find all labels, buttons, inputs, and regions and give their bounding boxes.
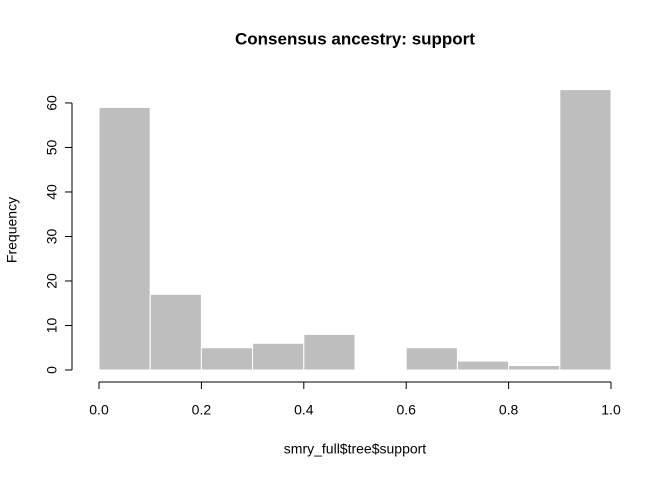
- bar: [456, 360, 510, 371]
- y-tick-label: 0: [44, 366, 60, 374]
- y-axis-label: Frequency: [4, 197, 20, 263]
- y-tick-label: 40: [44, 184, 60, 200]
- y-tick-label: 60: [44, 95, 60, 111]
- x-tick-label: 0.0: [89, 402, 109, 418]
- x-tick-label: 0.6: [396, 402, 416, 418]
- bar: [559, 89, 612, 371]
- bar: [149, 293, 202, 371]
- bar: [252, 342, 305, 371]
- x-tick-label: 0.4: [294, 402, 314, 418]
- bar: [98, 106, 151, 371]
- bar: [405, 347, 458, 371]
- x-axis-label: smry_full$tree$support: [284, 441, 427, 457]
- bar: [200, 347, 254, 371]
- x-tick-label: 1.0: [601, 402, 621, 418]
- y-tick-label: 30: [44, 228, 60, 244]
- y-tick-label: 10: [44, 317, 60, 333]
- chart-title: Consensus ancestry: support: [235, 29, 475, 48]
- x-tick-label: 0.2: [192, 402, 212, 418]
- y-tick-label: 50: [44, 139, 60, 155]
- bar: [303, 333, 356, 371]
- y-tick-label: 20: [44, 273, 60, 289]
- bar: [508, 365, 561, 371]
- x-tick-label: 0.8: [499, 402, 519, 418]
